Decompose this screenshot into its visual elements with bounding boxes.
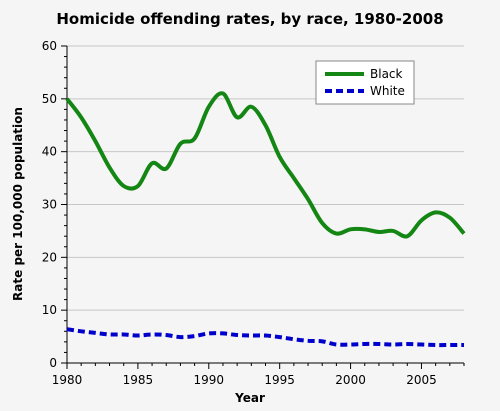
y-tick-label: 0: [49, 356, 57, 370]
legend: Black White: [315, 60, 415, 105]
axes: 0 10 20 30 40 50 60 1980 1985 1990 1995 2000 2005: [42, 39, 465, 387]
y-tick-label: 50: [42, 92, 57, 106]
x-tick-label: 1980: [52, 373, 83, 387]
series-line-black: [65, 91, 466, 239]
legend-label-white: White: [370, 84, 405, 98]
y-tick-label: 20: [42, 250, 57, 264]
series-group: [65, 91, 466, 348]
y-tick-label: 10: [42, 303, 57, 317]
x-tick-label: 2005: [406, 373, 437, 387]
grid: [67, 45, 464, 311]
legend-box: [315, 60, 415, 105]
x-tick-label: 1990: [194, 373, 225, 387]
series-line-white: [66, 327, 464, 348]
x-axis-label: Year: [234, 391, 265, 405]
y-tick-label: 60: [42, 39, 57, 53]
y-axis-label: Rate per 100,000 population: [11, 107, 25, 301]
chart-title: Homicide offending rates, by race, 1980-…: [56, 10, 443, 28]
y-tick-label: 40: [42, 145, 57, 159]
y-tick-label: 30: [42, 198, 57, 212]
x-tick-label: 1985: [123, 373, 154, 387]
legend-label-black: Black: [370, 67, 403, 81]
series-points-black: [67, 94, 464, 237]
x-tick-label: 2000: [335, 373, 366, 387]
x-tick-label: 1995: [264, 373, 295, 387]
